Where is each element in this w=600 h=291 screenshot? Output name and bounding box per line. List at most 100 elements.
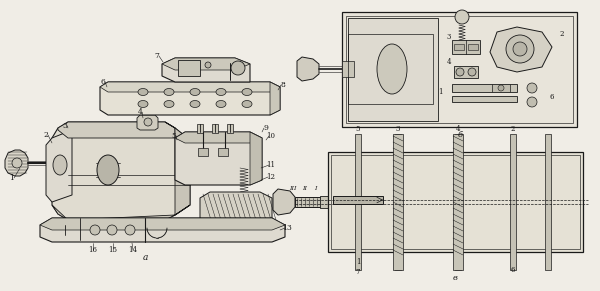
Text: 5: 5: [172, 132, 176, 140]
Text: 2: 2: [44, 131, 49, 139]
Polygon shape: [58, 122, 175, 138]
Circle shape: [513, 42, 527, 56]
Bar: [455, 134, 461, 270]
Ellipse shape: [138, 88, 148, 95]
Circle shape: [205, 62, 211, 68]
Text: 7: 7: [155, 52, 160, 60]
Polygon shape: [100, 82, 280, 92]
Circle shape: [498, 85, 504, 91]
Bar: [452, 40, 480, 54]
Polygon shape: [490, 27, 552, 72]
Text: 2: 2: [511, 125, 515, 133]
Bar: [348, 34, 433, 104]
Ellipse shape: [216, 100, 226, 107]
Text: 4: 4: [447, 58, 451, 66]
Polygon shape: [270, 82, 280, 115]
Circle shape: [527, 97, 537, 107]
Text: 6: 6: [101, 78, 106, 86]
Bar: [218, 148, 228, 156]
Polygon shape: [175, 132, 262, 185]
Text: 13: 13: [282, 224, 292, 232]
Text: 12: 12: [266, 173, 275, 181]
Bar: [453, 134, 463, 270]
Bar: [468, 44, 478, 50]
Text: 10: 10: [266, 132, 275, 140]
Ellipse shape: [138, 100, 148, 107]
Text: 6: 6: [511, 266, 515, 274]
Text: 15: 15: [109, 246, 118, 254]
Circle shape: [12, 158, 22, 168]
Text: б: б: [457, 131, 463, 139]
Bar: [342, 12, 577, 127]
Ellipse shape: [164, 100, 174, 107]
Bar: [320, 196, 330, 208]
Text: II: II: [302, 185, 308, 191]
Bar: [492, 84, 510, 92]
Text: 11: 11: [266, 161, 275, 169]
Bar: [452, 96, 517, 102]
Polygon shape: [52, 122, 190, 220]
Circle shape: [107, 225, 117, 235]
Polygon shape: [5, 150, 28, 176]
Text: 1: 1: [356, 258, 360, 266]
Polygon shape: [40, 218, 285, 230]
Polygon shape: [162, 58, 250, 82]
Bar: [295, 197, 335, 207]
Bar: [227, 124, 233, 133]
Text: 3: 3: [447, 33, 451, 41]
Text: a: a: [142, 253, 148, 262]
Polygon shape: [297, 57, 319, 81]
Bar: [545, 134, 551, 270]
Text: 14: 14: [128, 246, 137, 254]
Polygon shape: [273, 189, 295, 215]
Ellipse shape: [190, 88, 200, 95]
Bar: [355, 134, 361, 270]
Bar: [454, 66, 478, 78]
Bar: [212, 124, 218, 133]
Bar: [395, 134, 401, 270]
Text: 1: 1: [438, 88, 442, 96]
Bar: [510, 134, 516, 270]
Polygon shape: [46, 130, 72, 202]
Ellipse shape: [242, 100, 252, 107]
Text: 7: 7: [356, 268, 360, 276]
Text: 3: 3: [62, 122, 67, 130]
Text: 1: 1: [10, 174, 14, 182]
Circle shape: [125, 225, 135, 235]
Circle shape: [455, 10, 469, 24]
Polygon shape: [250, 132, 262, 185]
Text: III: III: [289, 185, 297, 191]
Text: 6: 6: [550, 93, 554, 101]
Polygon shape: [40, 218, 285, 242]
Bar: [454, 44, 464, 50]
Bar: [197, 124, 203, 133]
Text: 4: 4: [137, 108, 142, 116]
Polygon shape: [100, 82, 280, 115]
Text: 3: 3: [396, 125, 400, 133]
Circle shape: [144, 118, 152, 126]
Ellipse shape: [53, 155, 67, 175]
Polygon shape: [137, 115, 158, 130]
Bar: [333, 196, 383, 204]
Polygon shape: [162, 58, 250, 70]
Polygon shape: [52, 205, 190, 220]
Circle shape: [456, 68, 464, 76]
Bar: [328, 152, 583, 252]
Polygon shape: [175, 132, 262, 143]
Ellipse shape: [216, 88, 226, 95]
Polygon shape: [200, 192, 272, 222]
Text: 16: 16: [89, 246, 97, 254]
Bar: [331, 155, 580, 249]
Text: 4: 4: [456, 125, 460, 133]
Ellipse shape: [242, 88, 252, 95]
Ellipse shape: [190, 100, 200, 107]
Bar: [346, 16, 573, 123]
Bar: [198, 148, 208, 156]
Text: I: I: [314, 185, 316, 191]
Circle shape: [90, 225, 100, 235]
Polygon shape: [165, 122, 190, 215]
Circle shape: [506, 35, 534, 63]
Bar: [452, 84, 517, 92]
Circle shape: [468, 68, 476, 76]
Ellipse shape: [97, 155, 119, 185]
